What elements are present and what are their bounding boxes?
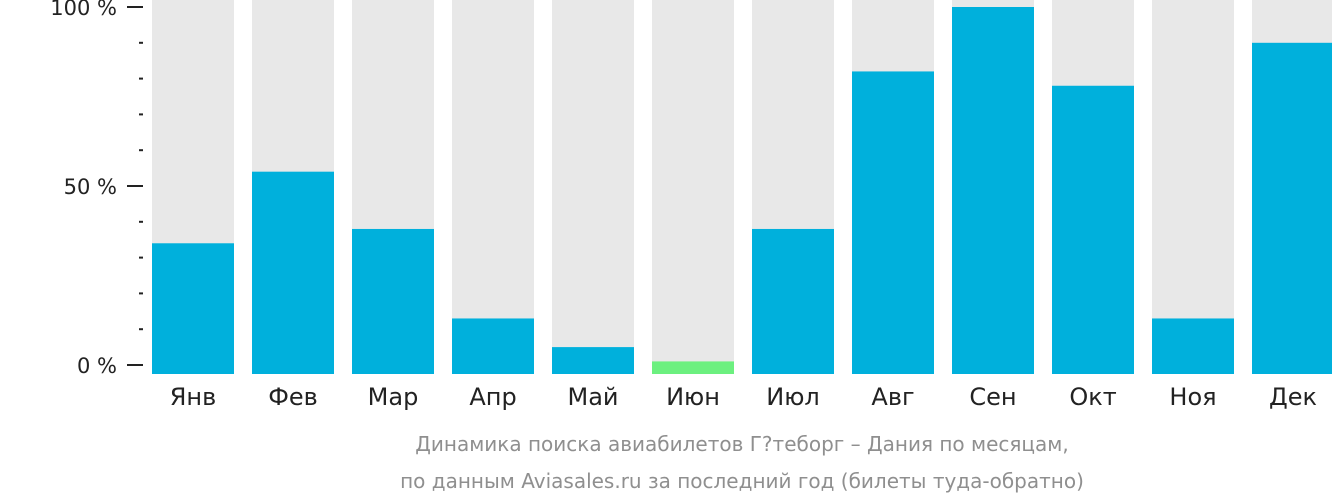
x-axis-labels: Янв Фев Мар Апр Май Июн Июл Авг Сен Окт Ноя Дек <box>170 383 1317 411</box>
bars <box>152 0 1332 375</box>
x-tick-label: Мар <box>368 383 419 411</box>
y-tick-label: 0 % <box>77 354 117 378</box>
x-tick-label: Апр <box>469 383 516 411</box>
bar-9 <box>952 7 1034 374</box>
bar-2 <box>252 171 334 374</box>
bar-track <box>1152 0 1234 374</box>
x-tick-label: Сен <box>969 383 1016 411</box>
x-tick-label: Окт <box>1069 383 1116 411</box>
bar-7 <box>752 228 834 374</box>
caption-line-2: по данным Aviasales.ru за последний год … <box>400 469 1084 493</box>
bar-6 <box>652 361 734 374</box>
x-tick-label: Янв <box>170 383 217 411</box>
x-tick-label: Фев <box>268 383 318 411</box>
bar-8 <box>852 71 934 374</box>
bar-1 <box>152 243 234 374</box>
bar-12 <box>1252 42 1332 375</box>
x-tick-label: Ноя <box>1169 383 1216 411</box>
bar-11 <box>1152 318 1234 374</box>
x-tick-label: Июн <box>666 383 720 411</box>
bar-4 <box>452 318 534 374</box>
bar-10 <box>1052 85 1134 374</box>
chart-caption: Динамика поиска авиабилетов Г?теборг – Д… <box>400 432 1084 493</box>
bar-track <box>452 0 534 374</box>
x-tick-label: Май <box>567 383 618 411</box>
caption-line-1: Динамика поиска авиабилетов Г?теборг – Д… <box>415 432 1069 456</box>
x-tick-label: Июл <box>766 383 820 411</box>
y-axis: 0 % 50 % 100 % <box>50 0 143 378</box>
y-tick-label: 100 % <box>50 0 117 20</box>
bar-3 <box>352 228 434 374</box>
x-tick-label: Дек <box>1269 383 1317 411</box>
bar-5 <box>552 347 634 374</box>
y-tick-label: 50 % <box>64 175 117 199</box>
bar-track <box>652 0 734 374</box>
bar-track <box>552 0 634 374</box>
x-tick-label: Авг <box>871 383 914 411</box>
